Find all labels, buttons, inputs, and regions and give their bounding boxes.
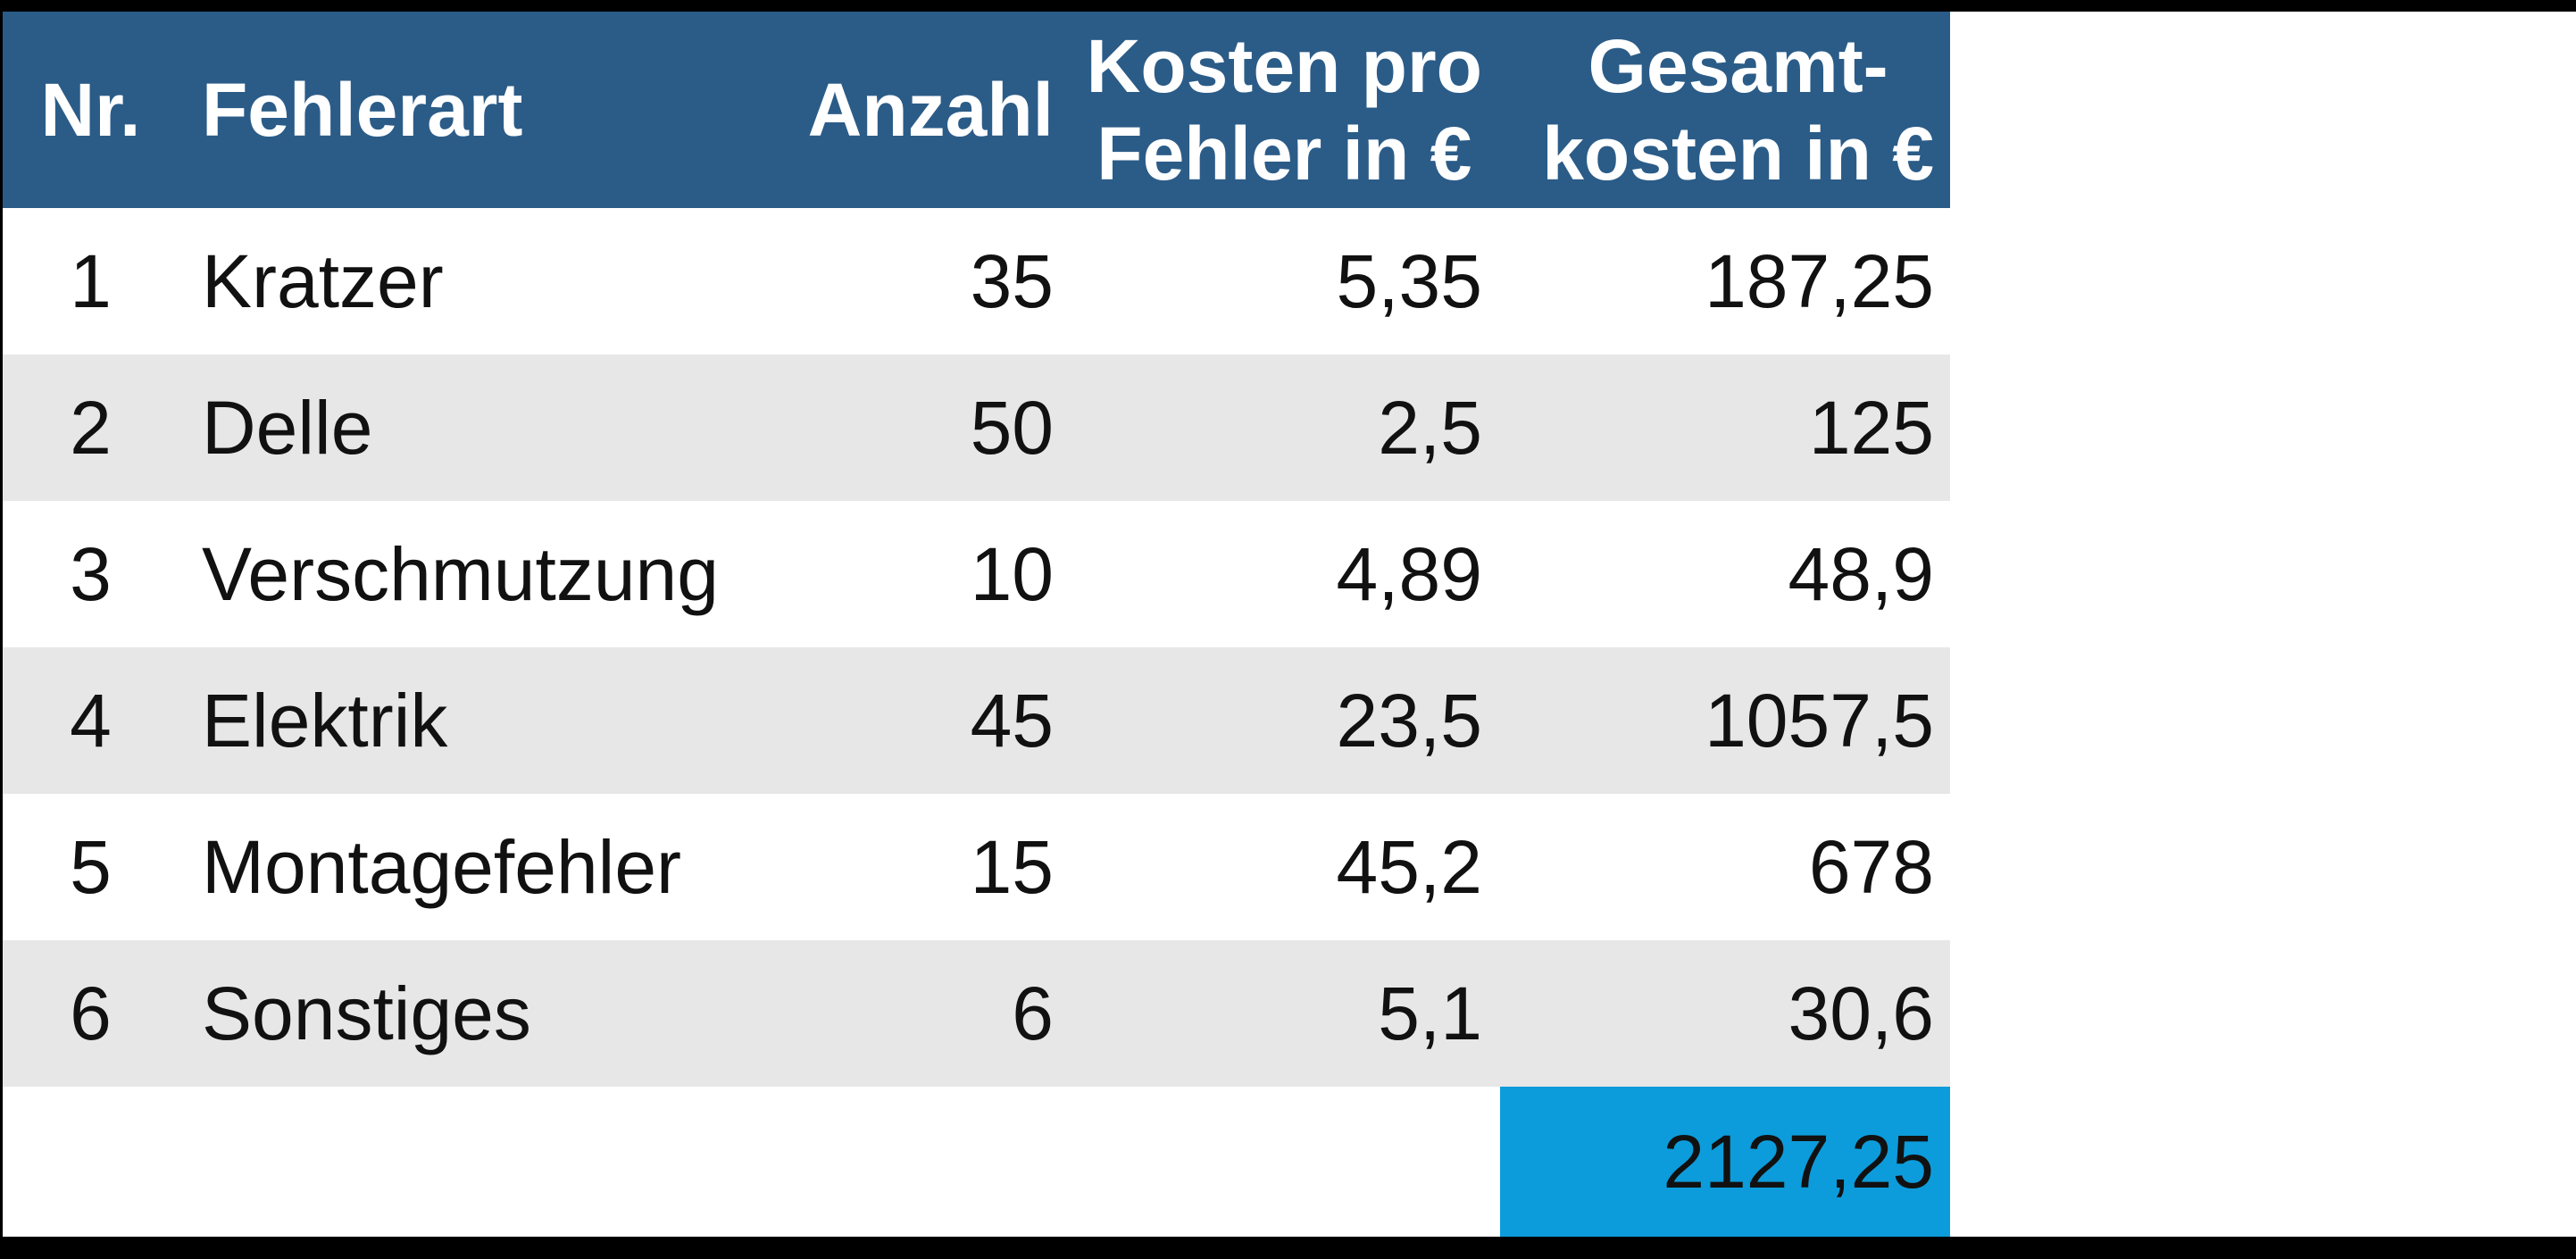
cell-fehlerart: Elektrik	[202, 678, 448, 763]
table-row: 2 Delle 50 2,5 125	[3, 354, 1950, 501]
cell-gesamt: 1057,5	[1705, 678, 1934, 763]
cell-gesamt: 30,6	[1788, 971, 1935, 1055]
header-cell-nr: Nr.	[40, 68, 141, 152]
table-row: 3 Verschmutzung 10 4,89 48,9	[3, 501, 1950, 647]
cell-nr: 1	[70, 238, 112, 323]
cell-gesamt: 125	[1808, 385, 1934, 470]
cell-kosten: 5,35	[1336, 238, 1483, 323]
cell-kosten: 2,5	[1378, 385, 1482, 470]
cell-fehlerart: Verschmutzung	[202, 531, 719, 616]
cell-gesamt: 187,25	[1705, 238, 1934, 323]
cell-nr: 6	[70, 971, 112, 1055]
cell-gesamt: 48,9	[1788, 531, 1935, 616]
cell-gesamt: 678	[1808, 824, 1934, 909]
cell-kosten: 5,1	[1378, 971, 1482, 1055]
header-cell-fehlerart: Fehlerart	[202, 68, 523, 152]
fehlerkosten-table: Nr. Fehlerart Anzahl Kosten pro Fehler i…	[3, 12, 1950, 1237]
cell-kosten: 45,2	[1336, 824, 1483, 909]
cell-nr: 5	[70, 824, 112, 909]
table-row: 5 Montagefehler 15 45,2 678	[3, 794, 1950, 940]
table-header-row: Nr. Fehlerart Anzahl Kosten pro Fehler i…	[3, 12, 1950, 208]
table-row: 6 Sonstiges 6 5,1 30,6	[3, 940, 1950, 1087]
header-cell-gesamt: Gesamt- kosten in €	[1542, 24, 1934, 196]
cell-kosten: 23,5	[1336, 678, 1483, 763]
cell-anzahl: 15	[970, 824, 1054, 909]
total-cell: 2127,25	[1500, 1087, 1950, 1237]
header-cell-kosten: Kosten pro Fehler in €	[1086, 24, 1482, 196]
cell-nr: 3	[70, 531, 112, 616]
cell-anzahl: 10	[970, 531, 1054, 616]
table-row: 1 Kratzer 35 5,35 187,25	[3, 208, 1950, 354]
cell-kosten: 4,89	[1336, 531, 1483, 616]
total-row: 2127,25	[3, 1087, 1950, 1237]
table-row: 4 Elektrik 45 23,5 1057,5	[3, 647, 1950, 794]
cell-anzahl: 6	[1012, 971, 1054, 1055]
cell-fehlerart: Delle	[202, 385, 373, 470]
cell-fehlerart: Kratzer	[202, 238, 444, 323]
cell-anzahl: 35	[970, 238, 1054, 323]
cell-nr: 4	[70, 678, 112, 763]
total-value: 2127,25	[1663, 1119, 1934, 1204]
cell-fehlerart: Sonstiges	[202, 971, 531, 1055]
cell-anzahl: 45	[970, 678, 1054, 763]
header-cell-anzahl: Anzahl	[807, 68, 1054, 152]
total-row-spacer	[3, 1087, 1500, 1237]
cell-fehlerart: Montagefehler	[202, 824, 682, 909]
cell-anzahl: 50	[970, 385, 1054, 470]
page-background: Nr. Fehlerart Anzahl Kosten pro Fehler i…	[3, 12, 2576, 1237]
cell-nr: 2	[70, 385, 112, 470]
